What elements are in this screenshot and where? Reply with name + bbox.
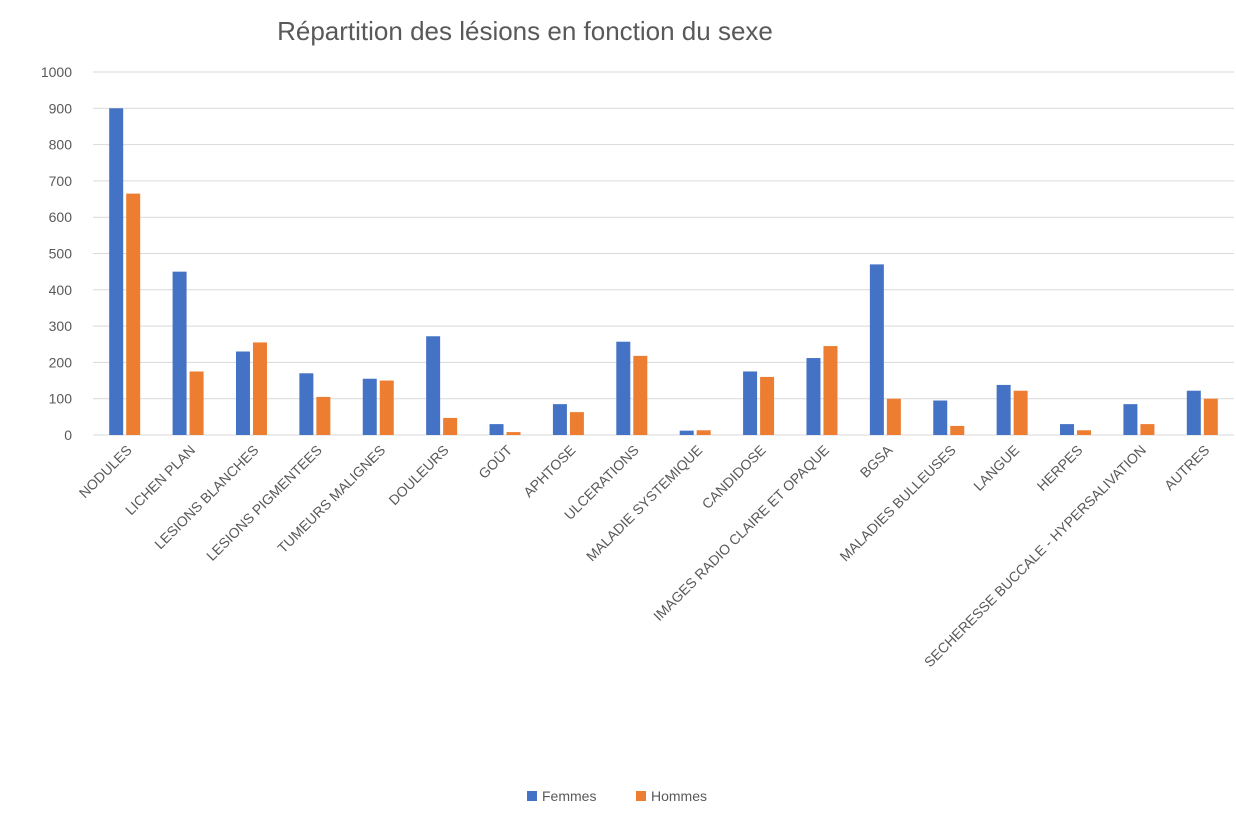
legend-swatch bbox=[527, 791, 537, 801]
bar bbox=[189, 371, 204, 435]
bar bbox=[823, 346, 838, 435]
bar bbox=[743, 371, 758, 435]
x-tick-label: CANDIDOSE bbox=[699, 442, 769, 512]
y-tick-label: 900 bbox=[49, 100, 73, 116]
bar bbox=[933, 400, 948, 435]
x-tick-label: GOÛT bbox=[475, 441, 515, 481]
x-tick-label: MALADIE SYSTEMIQUE bbox=[583, 442, 705, 564]
bar bbox=[235, 351, 250, 435]
x-tick-label: APHTOSE bbox=[520, 442, 578, 500]
x-tick-label: MALADIES BULLEUSES bbox=[836, 442, 958, 564]
bar bbox=[379, 380, 394, 435]
bar bbox=[426, 336, 441, 435]
bar bbox=[1013, 390, 1028, 435]
bar bbox=[506, 432, 521, 435]
x-tick-label: NODULES bbox=[76, 442, 135, 501]
bar bbox=[443, 417, 458, 435]
x-tick-label: LESIONS BLANCHES bbox=[151, 442, 261, 552]
x-tick-label: HERPES bbox=[1034, 442, 1086, 494]
y-tick-label: 600 bbox=[49, 209, 73, 225]
x-tick-label: LANGUE bbox=[970, 442, 1022, 494]
y-tick-label: 1000 bbox=[41, 64, 72, 80]
legend-label: Hommes bbox=[651, 788, 707, 804]
bar bbox=[299, 373, 314, 435]
bar bbox=[886, 398, 901, 435]
bar bbox=[806, 358, 821, 435]
bar bbox=[316, 396, 331, 435]
bar bbox=[696, 430, 711, 435]
bar bbox=[569, 412, 584, 435]
bar bbox=[633, 355, 648, 435]
y-tick-label: 0 bbox=[64, 427, 72, 443]
y-tick-label: 400 bbox=[49, 282, 73, 298]
y-tick-label: 300 bbox=[49, 318, 73, 334]
y-tick-label: 500 bbox=[49, 246, 73, 262]
x-tick-label: DOULEURS bbox=[385, 442, 451, 508]
bar bbox=[489, 424, 504, 435]
bar bbox=[869, 264, 884, 435]
x-tick-label: SECHERESSE BUCCALE - HYPERSALIVATION bbox=[921, 442, 1149, 670]
y-tick-label: 700 bbox=[49, 173, 73, 189]
bar bbox=[126, 193, 141, 435]
x-tick-label: TUMEURS MALIGNES bbox=[274, 442, 388, 556]
bar bbox=[1123, 404, 1138, 435]
bar bbox=[996, 384, 1011, 435]
y-tick-label: 800 bbox=[49, 137, 73, 153]
bar bbox=[252, 342, 267, 435]
bar bbox=[616, 341, 631, 435]
bar bbox=[109, 108, 124, 436]
legend-swatch bbox=[636, 791, 646, 801]
x-tick-label: LESIONS PIGMENTEES bbox=[203, 442, 325, 564]
x-tick-label: BGSA bbox=[857, 441, 896, 480]
y-tick-label: 100 bbox=[49, 391, 73, 407]
x-tick-label: AUTRES bbox=[1161, 442, 1212, 493]
chart-title: Répartition des lésions en fonction du s… bbox=[277, 16, 773, 46]
bar bbox=[679, 430, 694, 435]
bar bbox=[172, 271, 187, 435]
bar bbox=[1077, 430, 1092, 435]
y-tick-label: 200 bbox=[49, 354, 73, 370]
bar bbox=[552, 404, 567, 435]
bar bbox=[1140, 424, 1155, 435]
bar bbox=[362, 378, 377, 435]
bar bbox=[950, 425, 965, 435]
bar bbox=[1186, 390, 1201, 435]
bar bbox=[1060, 424, 1075, 435]
bar bbox=[760, 376, 775, 435]
bar bbox=[1203, 398, 1218, 435]
legend-label: Femmes bbox=[542, 788, 596, 804]
